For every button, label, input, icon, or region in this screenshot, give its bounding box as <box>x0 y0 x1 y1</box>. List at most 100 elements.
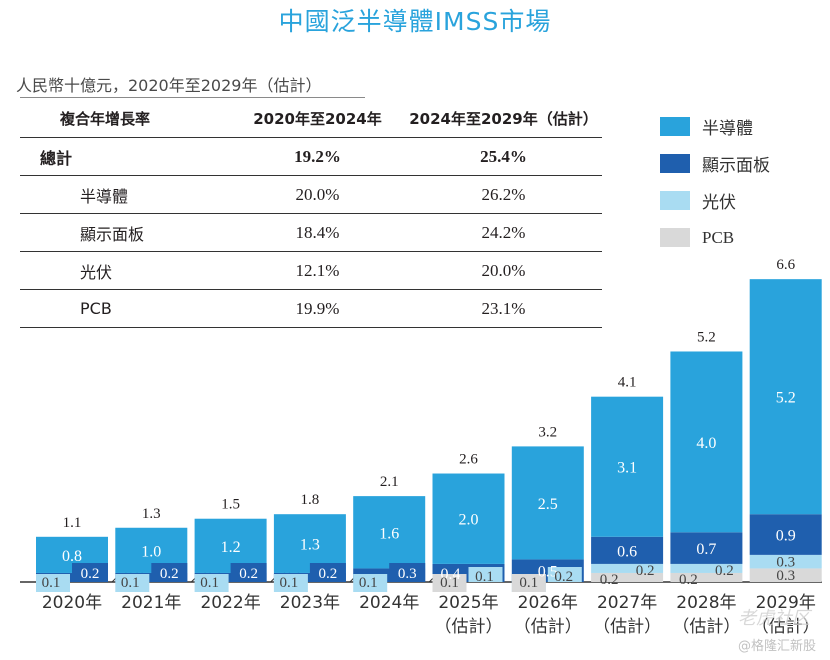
x-tick-label: 2027年 <box>597 593 657 613</box>
segment-label-pv: 0.1 <box>280 575 299 591</box>
cagr-row-label: 顯示面板 <box>20 213 230 252</box>
cagr-2024-2029: 23.1% <box>405 289 602 328</box>
segment-label-semi: 4.0 <box>696 435 716 452</box>
segment-label-pv: 0.1 <box>475 569 494 585</box>
bar-segment-pcb <box>511 574 546 592</box>
segment-label-display: 0.9 <box>776 528 796 545</box>
segment-label-display: 0.5 <box>538 564 558 581</box>
bar-segment-pv <box>115 574 150 592</box>
bar-segment-pv <box>36 574 70 592</box>
subtitle-rule <box>20 97 365 98</box>
bar-segment-pv <box>194 574 229 592</box>
segment-label-semi: 2.0 <box>459 512 479 529</box>
bar-segment-pcb <box>591 572 664 582</box>
legend-swatch <box>660 191 690 210</box>
bar-segment-semi <box>670 351 743 533</box>
bar-segment-display <box>389 563 426 582</box>
segment-label-pv: 0.2 <box>554 569 573 585</box>
bar-segment-semi <box>353 496 426 569</box>
x-tick-label: 2028年 <box>676 593 736 613</box>
cagr-row: PCB 19.9% 23.1% <box>20 289 602 328</box>
segment-label-display: 0.7 <box>696 541 716 558</box>
x-tick-label: （估計） <box>593 617 661 637</box>
legend-item: 光伏 <box>660 182 770 219</box>
segment-label-pv: 0.2 <box>715 563 734 579</box>
segment-label-semi: 1.6 <box>379 525 399 542</box>
legend-label: 顯示面板 <box>702 156 770 176</box>
bar-segment-display <box>749 514 822 555</box>
cagr-2020-2024: 20.0% <box>230 175 405 214</box>
segment-label-pcb: 0.1 <box>519 575 538 591</box>
cagr-row-label: 光伏 <box>20 251 230 290</box>
x-tick-label: 2029年 <box>756 593 816 613</box>
cagr-2020-2024: 19.2% <box>230 137 405 176</box>
bar-segment-pv <box>547 567 582 582</box>
cagr-2020-2024: 18.4% <box>230 213 405 252</box>
bar-segment-display <box>670 532 743 564</box>
cagr-2020-2024: 19.9% <box>230 289 405 328</box>
segment-label-semi: 0.8 <box>62 548 82 565</box>
bar-segment-display <box>309 563 346 582</box>
cagr-row: 總計 19.2% 25.4% <box>20 137 602 176</box>
cagr-row-label: 總計 <box>20 137 230 176</box>
total-label: 2.6 <box>459 452 478 468</box>
bar-segment-pv <box>353 574 388 592</box>
bar-segment-pcb <box>432 574 467 592</box>
total-label: 1.8 <box>301 492 320 508</box>
segment-label-display: 0.2 <box>239 566 258 582</box>
x-tick-label: 2021年 <box>121 593 181 613</box>
total-label: 3.2 <box>538 424 557 440</box>
x-tick-label: （估計） <box>435 617 503 637</box>
unit-subtitle: 人民幣十億元，2020年至2029年（估計） <box>16 76 322 95</box>
segment-label-display: 0.4 <box>441 566 461 583</box>
segment-label-display: 0.2 <box>160 566 179 582</box>
segment-label-pcb: 0.2 <box>679 572 698 588</box>
cagr-header: 2020年至2024年 <box>230 100 405 138</box>
legend-item: 顯示面板 <box>660 145 770 182</box>
legend-label: 半導體 <box>702 119 753 139</box>
segment-label-display: 0.3 <box>398 566 417 582</box>
segment-label-display: 0.6 <box>617 543 637 560</box>
legend-item: 半導體 <box>660 108 770 145</box>
legend-item: PCB <box>660 219 770 256</box>
cagr-table: 複合年增長率 2020年至2024年 2024年至2029年（估計） 總計 19.… <box>20 100 602 328</box>
bar-segment-display <box>151 563 188 582</box>
cagr-header-row: 複合年增長率 2020年至2024年 2024年至2029年（估計） <box>20 100 602 138</box>
x-tick-label: 2022年 <box>200 593 260 613</box>
total-label: 1.5 <box>221 497 240 513</box>
segment-label-pcb: 0.2 <box>600 572 619 588</box>
segment-label-semi: 5.2 <box>776 390 796 407</box>
cagr-row-label: 半導體 <box>20 175 230 214</box>
x-tick-label: 2023年 <box>280 593 340 613</box>
watermark: @格隆汇新股 <box>737 639 816 654</box>
bar-segment-display <box>230 563 267 582</box>
total-label: 5.2 <box>697 329 716 345</box>
bar-segment-display <box>591 536 664 564</box>
cagr-row: 顯示面板 18.4% 24.2% <box>20 213 602 252</box>
legend-swatch <box>660 117 690 136</box>
x-tick-label: （估計） <box>514 617 582 637</box>
legend-swatch <box>660 154 690 173</box>
legend-swatch <box>660 228 690 247</box>
x-tick-label: 2026年 <box>518 593 578 613</box>
x-tick-label: 2025年 <box>438 593 498 613</box>
segment-label-pv: 0.1 <box>200 575 219 591</box>
total-label: 4.1 <box>618 375 637 391</box>
bar-segment-semi <box>432 473 505 564</box>
bar-segment-pv <box>591 563 664 573</box>
bar-segment-pv <box>273 574 308 592</box>
cagr-2024-2029: 20.0% <box>405 251 602 290</box>
segment-label-pv: 0.1 <box>121 575 140 591</box>
segment-label-pcb: 0.1 <box>440 575 459 591</box>
chart-title: 中國泛半導體IMSS市場 <box>278 7 552 36</box>
segment-label-pv: 0.1 <box>42 575 61 591</box>
legend-label: 光伏 <box>702 193 736 213</box>
watermark: 老虎社区 <box>738 608 810 629</box>
bar-segment-pcb <box>670 572 743 582</box>
bar-segment-semi <box>749 279 822 515</box>
total-label: 6.6 <box>776 257 795 273</box>
total-label: 1.1 <box>63 515 82 531</box>
cagr-row: 半導體 20.0% 26.2% <box>20 175 602 214</box>
x-tick-label: 2020年 <box>42 593 102 613</box>
